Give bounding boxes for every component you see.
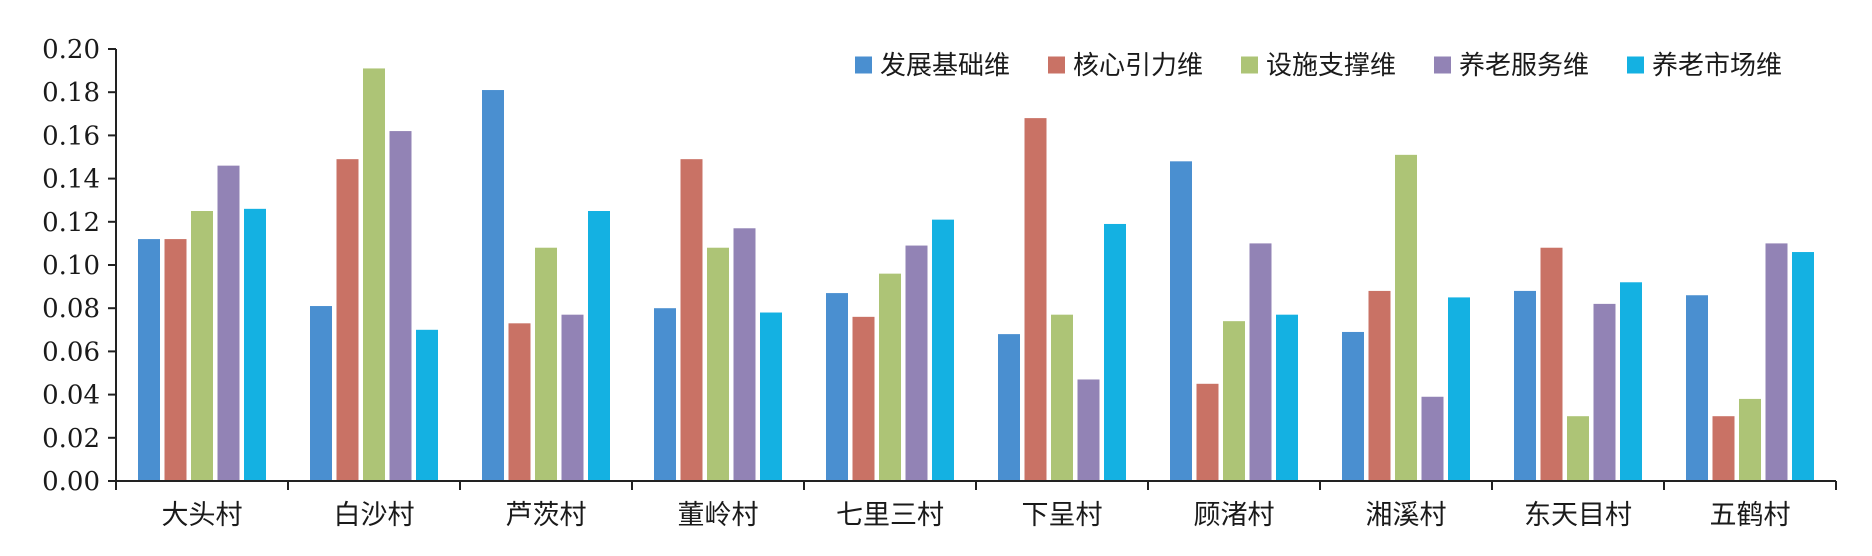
bar-3-1: [191, 211, 213, 481]
bar-2-3: [508, 323, 531, 481]
bar-4-7: [1249, 243, 1272, 481]
bar-1-10: [1686, 295, 1708, 481]
bar-4-2: [389, 131, 412, 481]
bar-1-1: [138, 239, 160, 481]
bar-3-3: [535, 247, 557, 481]
legend-label: 发展基础维: [880, 51, 1010, 81]
bar-4-4: [733, 228, 756, 481]
bar-5-9: [1620, 282, 1642, 481]
bar-5-1: [244, 208, 266, 481]
legend-swatch: [1434, 56, 1451, 74]
bar-4-6: [1077, 379, 1100, 481]
bar-5-7: [1276, 314, 1298, 481]
bar-5-10: [1792, 252, 1814, 481]
bar-3-2: [363, 68, 385, 481]
bar-2-6: [1024, 118, 1047, 482]
x-category-label: 芦茨村: [506, 500, 587, 531]
bar-1-6: [998, 334, 1020, 481]
x-category-label: 湘溪村: [1366, 500, 1447, 531]
bar-2-5: [852, 316, 875, 481]
x-category-label: 七里三村: [836, 500, 944, 531]
legend-swatch: [1627, 56, 1644, 74]
x-category-label: 东天目村: [1524, 500, 1632, 531]
y-tick-label: 0.06: [42, 337, 100, 367]
x-category-label: 白沙村: [334, 500, 415, 531]
bar-1-9: [1514, 290, 1536, 481]
bar-1-8: [1342, 331, 1364, 481]
bar-2-7: [1196, 383, 1219, 481]
bar-4-10: [1765, 243, 1788, 481]
bar-4-3: [561, 314, 584, 481]
bar-2-2: [336, 159, 359, 481]
y-axis: 0.00 0.02 0.04 0.06 0.08 0.10 0.12 0.14 0.16 0.18…: [42, 35, 117, 497]
bar-2-8: [1368, 290, 1391, 481]
x-category-label: 大头村: [162, 500, 243, 531]
bar-5-4: [760, 312, 782, 481]
bars: [138, 68, 1814, 482]
legend-item-1: 发展基础维: [855, 51, 1010, 81]
bar-1-2: [310, 306, 332, 481]
legend-swatch: [1048, 56, 1065, 74]
x-category-label: 顾渚村: [1194, 500, 1275, 531]
legend-item-2: 核心引力维: [1048, 51, 1203, 81]
x-category-label: 下呈村: [1022, 500, 1103, 531]
legend-label: 设施支撑维: [1266, 51, 1396, 81]
bar-3-6: [1051, 314, 1073, 481]
bar-2-9: [1540, 247, 1563, 481]
y-tick-label: 0.16: [42, 121, 100, 151]
legend-swatch: [1241, 56, 1258, 74]
x-axis: 大头村 白沙村 芦茨村 董岭村 七里三村 下呈村 顾渚村 湘溪村 东天目村 五鹤村: [115, 480, 1837, 531]
bar-3-10: [1739, 398, 1761, 481]
y-tick-label: 0.18: [42, 78, 100, 108]
y-tick-label: 0.04: [42, 381, 100, 411]
bar-3-4: [707, 247, 729, 481]
bar-2-1: [164, 239, 187, 481]
legend-swatch: [855, 56, 872, 74]
bar-4-1: [217, 165, 240, 481]
bar-5-5: [932, 219, 954, 481]
y-tick-label: 0.02: [42, 424, 100, 454]
bar-3-7: [1223, 321, 1245, 481]
legend-item-3: 设施支撑维: [1241, 51, 1396, 81]
legend-item-4: 养老服务维: [1434, 51, 1589, 81]
y-tick-label: 0.10: [42, 251, 100, 281]
y-tick-label: 0.14: [42, 165, 100, 195]
bar-5-2: [416, 329, 438, 481]
y-tick-label: 0.20: [42, 35, 100, 65]
bar-3-9: [1567, 416, 1589, 481]
bar-2-10: [1712, 416, 1735, 481]
bar-3-8: [1395, 154, 1417, 481]
bar-1-4: [654, 308, 676, 481]
bar-5-6: [1104, 223, 1126, 481]
legend-label: 核心引力维: [1073, 51, 1203, 81]
bar-5-3: [588, 211, 610, 481]
legend-item-5: 养老市场维: [1627, 51, 1782, 81]
bar-2-4: [680, 159, 703, 481]
bar-4-5: [905, 245, 928, 481]
legend: 发展基础维 核心引力维 设施支撑维 养老服务维 养老市场维: [855, 51, 1782, 81]
bar-4-9: [1593, 303, 1616, 481]
y-tick-label: 0.12: [42, 208, 100, 238]
x-category-label: 董岭村: [678, 500, 759, 531]
bar-1-5: [826, 293, 848, 481]
x-category-label: 五鹤村: [1710, 500, 1791, 531]
legend-label: 养老市场维: [1652, 51, 1782, 81]
bar-5-8: [1448, 297, 1470, 481]
bar-1-7: [1170, 161, 1192, 481]
bar-1-3: [482, 90, 504, 481]
y-tick-label: 0.08: [42, 294, 100, 324]
bar-3-5: [879, 273, 901, 481]
bar-4-8: [1421, 396, 1444, 481]
y-tick-label: 0.00: [42, 467, 100, 497]
legend-label: 养老服务维: [1459, 51, 1589, 81]
